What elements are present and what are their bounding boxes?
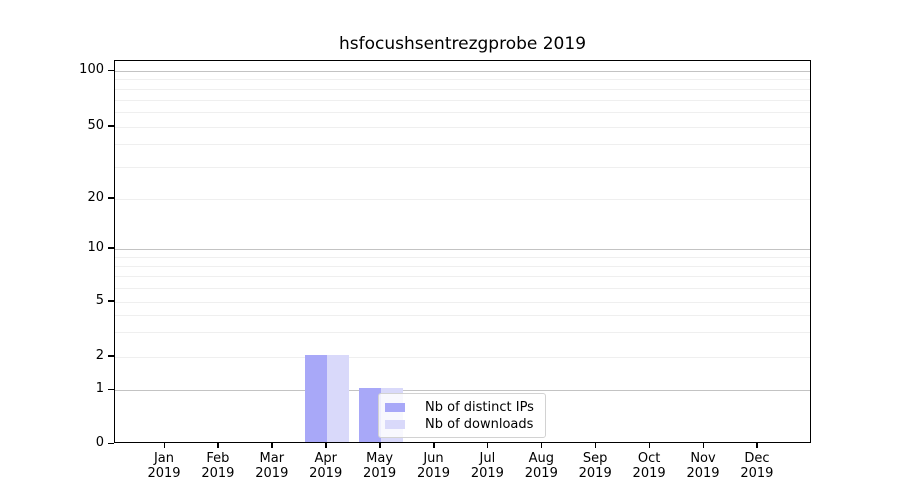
- y-tick-label: 1: [95, 381, 104, 397]
- x-tick-mark: [217, 443, 219, 448]
- x-tick-label: Jun 2019: [399, 451, 469, 481]
- x-tick-month: Oct: [637, 451, 661, 466]
- legend-label-distinct-ips: Nb of distinct IPs: [425, 399, 534, 415]
- x-tick-mark: [702, 443, 704, 448]
- legend-label-downloads: Nb of downloads: [425, 416, 534, 432]
- bar-downloads: [326, 354, 349, 442]
- x-tick-label: Jul 2019: [452, 451, 522, 481]
- x-tick-month: Jun: [423, 451, 444, 466]
- x-tick-label: Feb 2019: [183, 451, 253, 481]
- x-tick-mark: [325, 443, 327, 448]
- gridline: [115, 265, 810, 267]
- y-tick-mark: [108, 355, 114, 357]
- gridline: [115, 198, 810, 200]
- y-tick-mark: [108, 197, 114, 199]
- y-tick-label: 0: [95, 435, 104, 450]
- gridline: [115, 315, 810, 317]
- gridline: [115, 287, 810, 289]
- x-tick-month: Jul: [479, 451, 496, 466]
- chart-title: hsfocushsentrezgprobe 2019: [338, 34, 587, 54]
- x-tick-mark: [756, 443, 758, 448]
- gridline: [115, 166, 810, 168]
- x-tick-year: 2019: [632, 466, 666, 481]
- plot-area: [114, 60, 811, 443]
- gridline: [115, 126, 810, 128]
- gridline: [115, 79, 810, 81]
- legend-swatch-downloads-icon: [385, 419, 405, 429]
- legend: Nb of distinct IPs Nb of downloads: [378, 393, 546, 438]
- x-tick-year: 2019: [740, 466, 774, 481]
- x-tick-mark: [379, 443, 381, 448]
- x-tick-mark: [486, 443, 489, 448]
- bar-distinct-ips: [304, 354, 327, 442]
- x-tick-mark: [271, 443, 273, 448]
- x-tick-year: 2019: [578, 466, 612, 481]
- x-tick-mark: [433, 443, 435, 448]
- y-tick-mark: [108, 125, 114, 127]
- x-tick-month: Mar: [259, 451, 285, 466]
- gridline: [115, 275, 810, 277]
- x-tick-year: 2019: [201, 466, 235, 481]
- y-tick-mark: [108, 247, 114, 249]
- y-tick-mark: [108, 69, 114, 71]
- legend-item-distinct-ips: Nb of distinct IPs: [385, 399, 538, 415]
- gridline: [115, 99, 810, 101]
- y-tick-label: 20: [87, 189, 104, 205]
- gridline-major: [115, 390, 810, 392]
- x-tick-label: May 2019: [345, 451, 415, 481]
- x-tick-mark: [163, 443, 165, 448]
- x-tick-year: 2019: [363, 466, 397, 481]
- gridline: [115, 356, 810, 358]
- x-tick-year: 2019: [255, 466, 289, 481]
- x-tick-label: Nov 2019: [668, 451, 738, 481]
- gridline: [115, 88, 810, 90]
- x-tick-mark: [648, 443, 651, 448]
- x-tick-year: 2019: [416, 466, 451, 481]
- x-tick-mark: [540, 443, 543, 448]
- x-tick-month: Apr: [314, 451, 337, 466]
- y-tick-label: 100: [79, 62, 104, 77]
- x-tick-month: Feb: [206, 451, 230, 466]
- gridline: [115, 111, 810, 113]
- y-tick-label: 2: [95, 347, 104, 363]
- x-tick-month: May: [366, 451, 394, 466]
- x-tick-label: Mar 2019: [237, 451, 307, 481]
- x-tick-month: Nov: [690, 451, 716, 466]
- x-tick-mark: [594, 443, 597, 448]
- y-tick-label: 50: [87, 117, 104, 133]
- x-tick-year: 2019: [686, 466, 720, 481]
- gridline-major: [115, 248, 810, 250]
- x-tick-year: 2019: [147, 466, 181, 481]
- y-tick-mark: [108, 388, 114, 391]
- x-tick-month: Dec: [744, 451, 770, 466]
- x-tick-month: Sep: [582, 451, 608, 466]
- x-tick-label: Oct 2019: [614, 451, 684, 481]
- x-tick-month: Jan: [153, 451, 175, 466]
- gridline: [115, 144, 810, 145]
- bar-distinct-ips: [358, 388, 381, 442]
- x-tick-label: Aug 2019: [506, 451, 576, 481]
- x-tick-label: Jan 2019: [129, 451, 199, 481]
- x-tick-label: Apr 2019: [291, 451, 361, 481]
- x-tick-month: Aug: [528, 451, 554, 466]
- y-tick-mark: [108, 300, 114, 302]
- gridline: [115, 256, 810, 258]
- gridline: [115, 332, 810, 334]
- x-tick-year: 2019: [309, 466, 343, 481]
- gridline-major: [115, 71, 810, 72]
- y-tick-label: 10: [87, 239, 104, 255]
- y-tick-mark: [108, 442, 114, 444]
- legend-swatch-distinct-ips-icon: [385, 402, 405, 412]
- x-tick-label: Dec 2019: [722, 451, 792, 481]
- x-tick-label: Sep 2019: [560, 451, 630, 481]
- y-tick-label: 5: [95, 292, 104, 308]
- x-tick-year: 2019: [470, 466, 504, 481]
- gridline: [115, 301, 810, 303]
- x-tick-year: 2019: [524, 466, 558, 481]
- legend-item-downloads: Nb of downloads: [385, 416, 538, 432]
